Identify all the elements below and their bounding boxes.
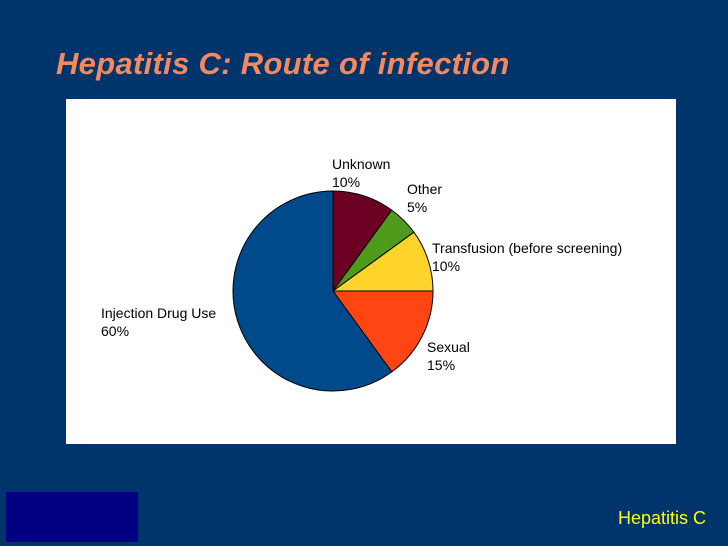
slice-label-sexual: Sexual 15% xyxy=(427,339,470,373)
corner-block xyxy=(6,492,138,542)
slice-label-transfusion-before-screening: Transfusion (before screening) 10% xyxy=(432,240,622,274)
slice-label-injection-drug-use: Injection Drug Use 60% xyxy=(101,305,216,339)
pie-slice-injection-drug-use xyxy=(232,190,393,392)
slice-label-percent: 15% xyxy=(427,357,455,373)
chart-panel: Unknown 10% Other 5% Transfusion (before scr… xyxy=(66,99,676,444)
pie-chart: Unknown 10% Other 5% Transfusion (before scr… xyxy=(101,156,622,392)
slice-label-name: Sexual xyxy=(427,339,470,355)
slice-label-name: Unknown xyxy=(332,156,390,172)
pie-slice-sexual xyxy=(332,290,434,373)
slice-label-unknown: Unknown 10% xyxy=(332,156,390,190)
footer-text: Hepatitis C xyxy=(617,508,706,528)
slice-label-percent: 5% xyxy=(407,199,427,215)
slice-label-percent: 10% xyxy=(332,174,360,190)
slice-label-percent: 10% xyxy=(432,258,460,274)
slice-label-other: Other 5% xyxy=(407,181,442,215)
slice-label-name: Other xyxy=(407,181,442,197)
slice-label-percent: 60% xyxy=(101,323,129,339)
slide-title: Hepatitis C: Route of infection xyxy=(56,46,510,81)
slice-label-name: Injection Drug Use xyxy=(101,305,216,321)
slice-label-name: Transfusion (before screening) xyxy=(432,240,622,256)
